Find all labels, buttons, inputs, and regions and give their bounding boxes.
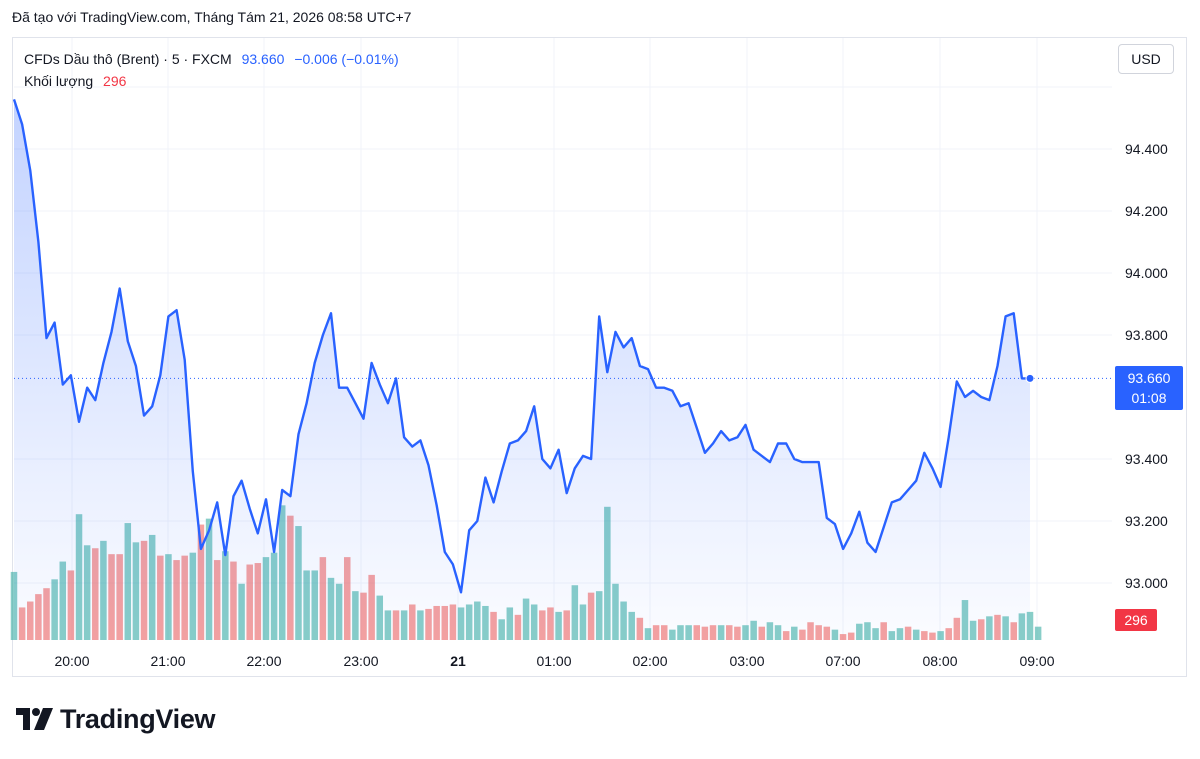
x-tick-label: 02:00 xyxy=(632,653,667,669)
chart-legend: CFDs Dầu thô (Brent) · 5 · FXCM 93.660 −… xyxy=(24,48,399,92)
currency-button[interactable]: USD xyxy=(1118,44,1174,74)
price-value: 93.660 xyxy=(241,51,285,67)
x-tick-label: 07:00 xyxy=(825,653,860,669)
symbol-label[interactable]: CFDs Dầu thô (Brent) · 5 · FXCM xyxy=(24,51,232,67)
volume-bar xyxy=(1034,626,1042,640)
x-tick-label: 01:00 xyxy=(536,653,571,669)
x-tick-label: 21:00 xyxy=(150,653,185,669)
price-change: −0.006 (−0.01%) xyxy=(294,51,399,67)
y-tick-label: 93.400 xyxy=(1125,451,1168,467)
tradingview-logo-text: TradingView xyxy=(60,703,216,734)
x-tick-label: 22:00 xyxy=(246,653,281,669)
time-axis[interactable]: 20:00 21:00 22:00 23:00 21 01:00 02:00 03:00 07:… xyxy=(54,653,1054,669)
x-tick-label: 08:00 xyxy=(922,653,957,669)
y-tick-label: 94.000 xyxy=(1125,265,1168,281)
volume-label[interactable]: Khối lượng xyxy=(24,73,94,89)
chart-caption: Đã tạo với TradingView.com, Tháng Tám 21… xyxy=(12,9,412,25)
y-tick-label: 93.800 xyxy=(1125,327,1168,343)
y-tick-label: 93.000 xyxy=(1125,575,1168,591)
last-volume-tag: 296 xyxy=(1115,609,1157,631)
last-price-tag: 93.660 01:08 xyxy=(1115,366,1183,410)
y-tick-label: 93.200 xyxy=(1125,513,1168,529)
x-tick-label: 23:00 xyxy=(343,653,378,669)
tradingview-logo-icon xyxy=(16,708,53,730)
x-tick-label: 03:00 xyxy=(729,653,764,669)
tradingview-logo[interactable]: TradingView xyxy=(16,703,216,734)
volume-value: 296 xyxy=(103,73,127,89)
y-tick-label: 94.400 xyxy=(1125,141,1168,157)
price-area xyxy=(14,99,1030,640)
price-line xyxy=(12,99,1112,594)
chart-frame xyxy=(12,37,1187,677)
price-line-path xyxy=(12,99,1030,594)
legend-symbol-row: CFDs Dầu thô (Brent) · 5 · FXCM 93.660 −… xyxy=(24,48,399,70)
x-tick-label: 20:00 xyxy=(54,653,89,669)
x-tick-label: 21 xyxy=(450,653,466,669)
y-tick-label: 94.200 xyxy=(1125,203,1168,219)
last-price-value: 93.660 xyxy=(1127,370,1171,386)
price-axis[interactable]: 94.400 94.200 94.000 93.800 93.400 93.200 93.0… xyxy=(1125,141,1168,591)
legend-volume-row: Khối lượng 296 xyxy=(24,70,399,92)
x-tick-label: 09:00 xyxy=(1019,653,1054,669)
last-price-marker xyxy=(1025,373,1035,383)
bar-countdown: 01:08 xyxy=(1131,390,1167,406)
price-area-fill xyxy=(14,99,1030,640)
